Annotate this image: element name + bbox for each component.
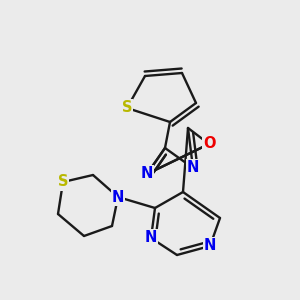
Text: N: N: [141, 167, 153, 182]
Text: S: S: [58, 175, 68, 190]
Text: O: O: [203, 136, 215, 152]
Text: N: N: [145, 230, 157, 245]
Text: S: S: [122, 100, 132, 116]
Text: N: N: [112, 190, 124, 205]
Text: N: N: [187, 160, 199, 175]
Text: N: N: [204, 238, 216, 253]
